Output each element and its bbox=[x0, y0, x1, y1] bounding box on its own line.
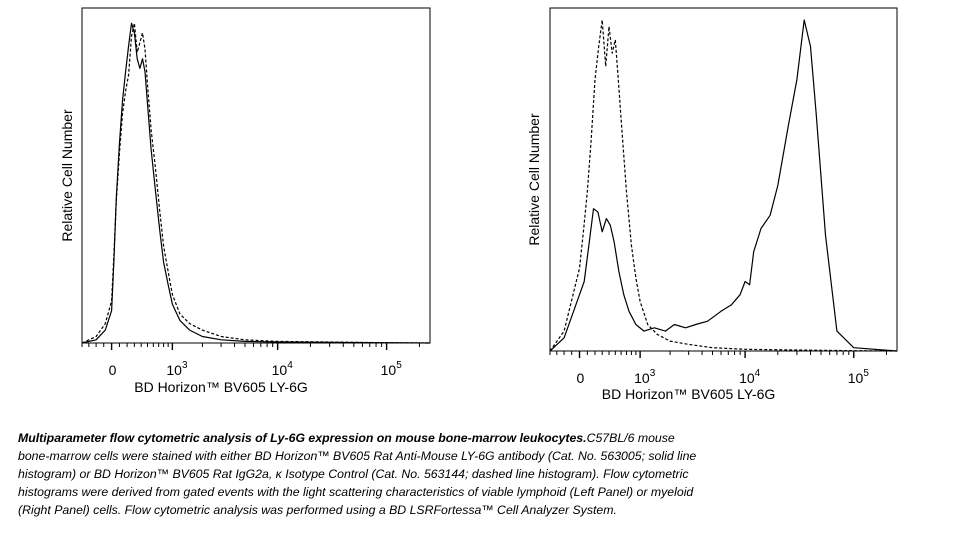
x-tick-label: 103 bbox=[166, 360, 188, 378]
x-tick-label: 104 bbox=[739, 368, 761, 386]
caption-line-4: histograms were derived from gated event… bbox=[18, 485, 694, 499]
caption-title: Multiparameter flow cytometric analysis … bbox=[18, 431, 587, 445]
figure-canvas: 0 103 104 105 Relative Cell Number BD Horizon… bbox=[59, 7, 898, 402]
x-axis-label: BD Horizon™ BV605 LY-6G bbox=[602, 386, 776, 402]
caption-line-1: C57BL/6 mouse bbox=[586, 431, 675, 445]
histogram-panel-left: 0 103 104 105 Relative Cell Number BD Horizon… bbox=[59, 7, 431, 395]
caption-line-3: histogram) or BD Horizon™ BV605 Rat IgG2… bbox=[18, 467, 689, 481]
caption-line-5: (Right Panel) cells. Flow cytometric ana… bbox=[18, 503, 617, 517]
x-axis-ticks bbox=[549, 351, 887, 358]
x-axis-ticks bbox=[81, 343, 420, 350]
x-tick-label: 105 bbox=[381, 360, 403, 378]
x-tick-label: 103 bbox=[634, 368, 656, 386]
ly6g-stain-histogram bbox=[549, 19, 898, 352]
plot-frame bbox=[549, 7, 898, 352]
isotype-control-histogram bbox=[81, 22, 431, 344]
y-axis-label: Relative Cell Number bbox=[526, 113, 542, 246]
x-tick-label: 0 bbox=[109, 362, 117, 378]
x-axis-label: BD Horizon™ BV605 LY-6G bbox=[134, 379, 308, 395]
histogram-panel-right: 0 103 104 105 Relative Cell Number BD Horizon… bbox=[526, 7, 898, 402]
isotype-control-histogram bbox=[549, 19, 898, 352]
figure-caption: Multiparameter flow cytometric analysis … bbox=[18, 429, 818, 519]
y-axis-label: Relative Cell Number bbox=[59, 109, 75, 242]
x-tick-label: 104 bbox=[272, 360, 294, 378]
plot-frame bbox=[81, 7, 431, 344]
x-tick-label: 105 bbox=[848, 368, 870, 386]
ly6g-stain-histogram bbox=[81, 22, 431, 344]
x-tick-label: 0 bbox=[577, 370, 585, 386]
caption-line-2: bone-marrow cells were stained with eith… bbox=[18, 449, 697, 463]
